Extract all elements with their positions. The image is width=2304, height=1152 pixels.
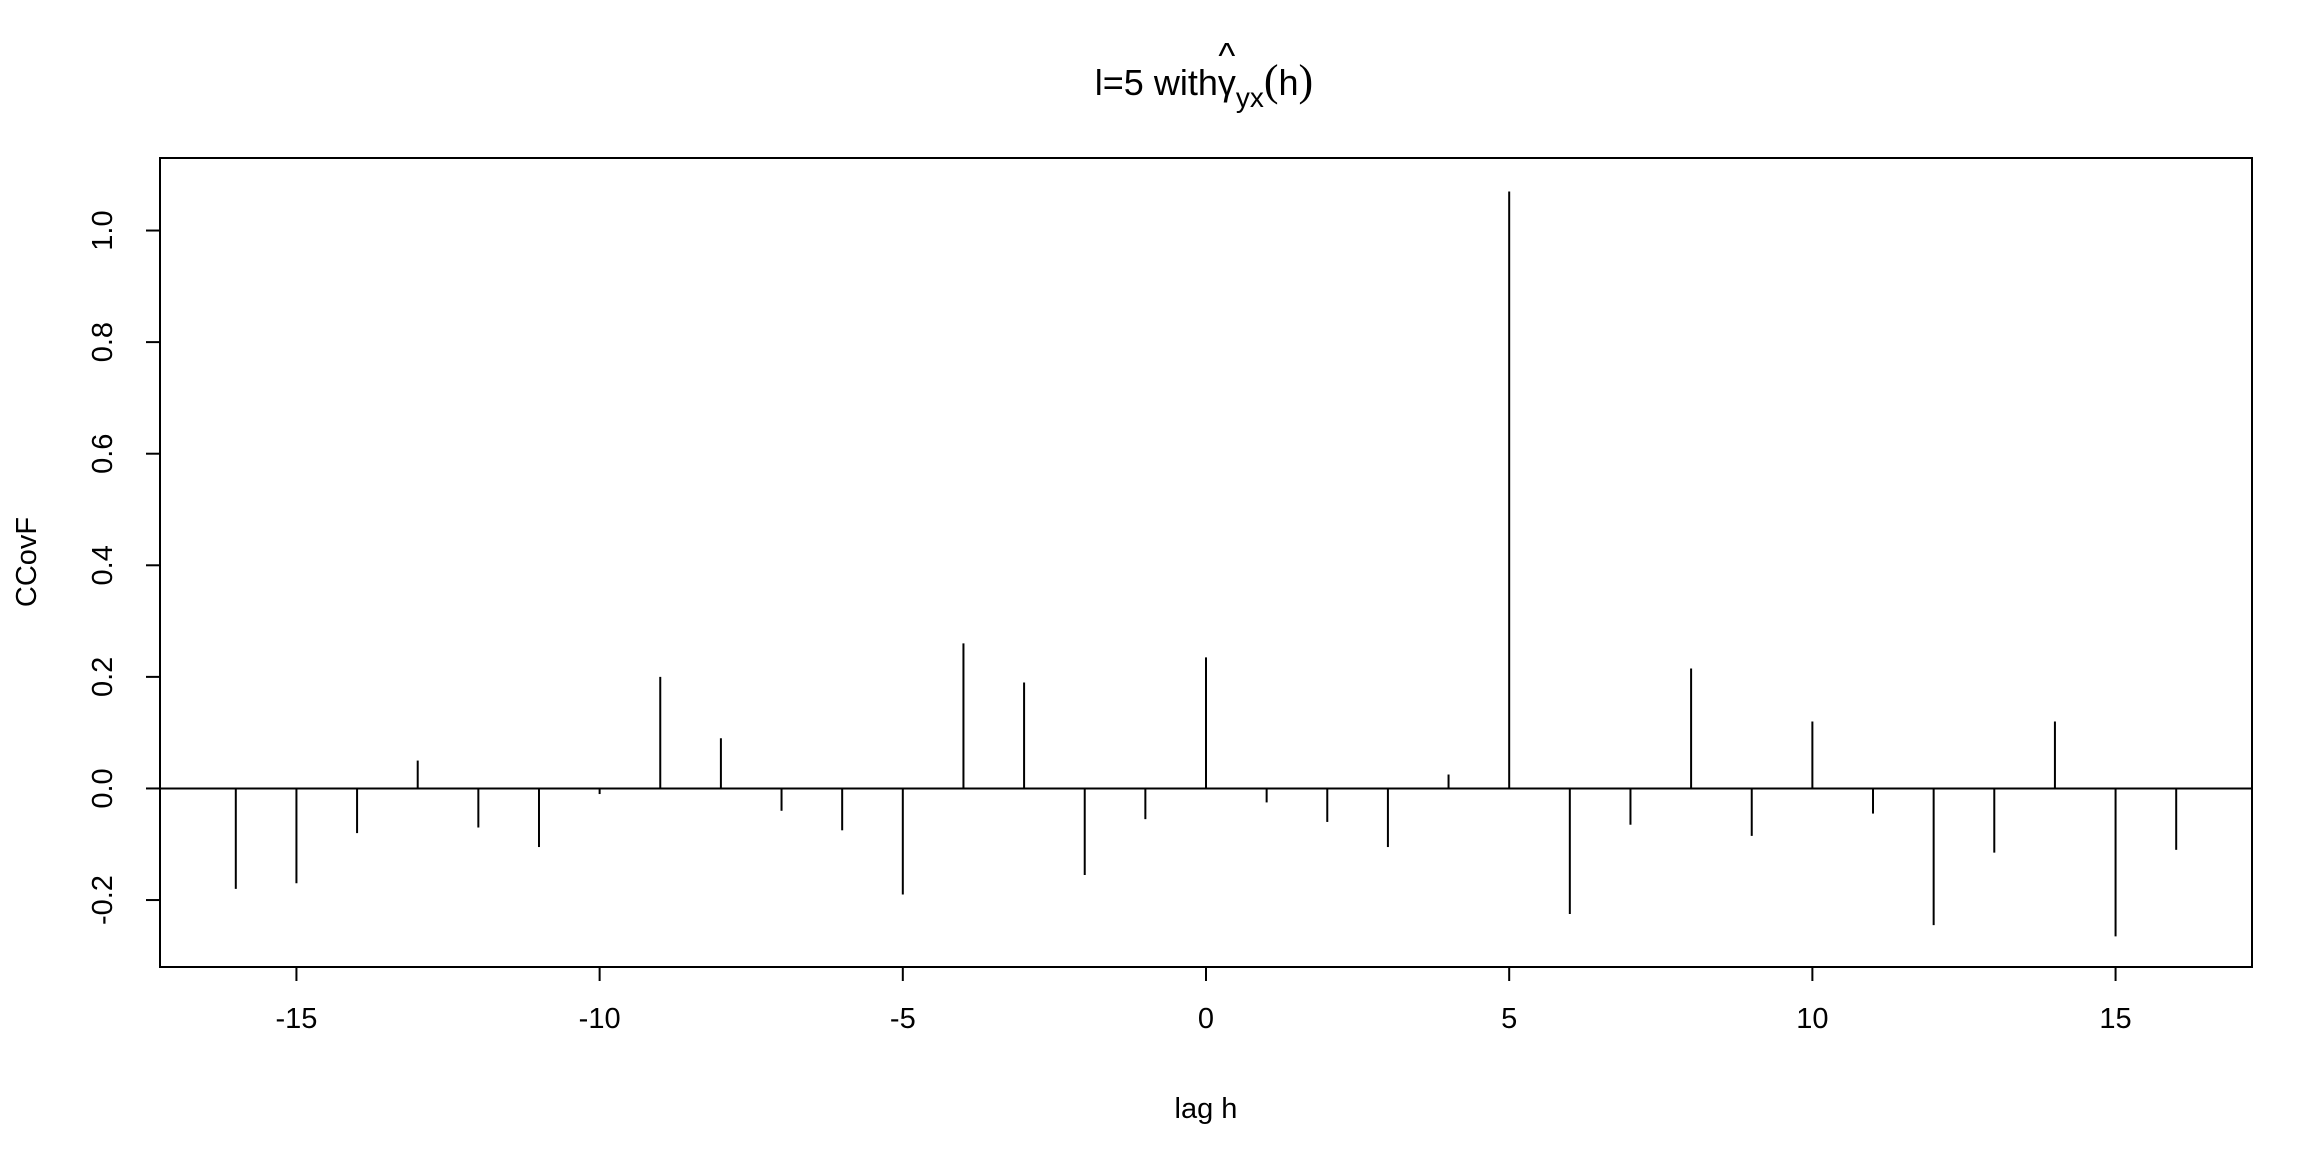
x-tick-label: -15 — [275, 1003, 317, 1035]
y-axis: -0.2 0.0 0.2 0.4 0.6 0.8 1.0 — [87, 210, 161, 925]
title-open-paren: ( — [1264, 56, 1279, 105]
x-tick-label: 10 — [1796, 1003, 1828, 1035]
title-hat: ^ — [1218, 35, 1235, 76]
x-axis-title: lag h — [1175, 1093, 1238, 1125]
y-tick-label: 0.6 — [87, 434, 119, 474]
x-tick-label: -5 — [890, 1003, 916, 1035]
title-symbol: γ — [1218, 62, 1236, 103]
y-tick-label: 1.0 — [87, 210, 119, 250]
title-close-paren: ) — [1299, 56, 1314, 105]
y-axis-title: CCovF — [11, 517, 43, 607]
y-tick-label: 0.0 — [87, 768, 119, 808]
title-prefix: l=5 with — [1095, 62, 1218, 103]
plot-frame — [159, 157, 2253, 968]
x-axis: -15 -10 -5 0 5 10 15 — [275, 966, 2132, 1035]
x-tick-label: 15 — [2099, 1003, 2131, 1035]
chart-title: l=5 withγyx(h) — [1095, 56, 1313, 113]
x-tick-label: -10 — [579, 1003, 621, 1035]
bars — [234, 191, 2178, 937]
title-subscript: yx — [1236, 82, 1264, 113]
y-tick-label: -0.2 — [87, 875, 119, 925]
y-tick-label: 0.4 — [87, 545, 119, 585]
y-tick-label: 0.8 — [87, 322, 119, 362]
title-arg: h — [1279, 62, 1299, 103]
y-tick-label: 0.2 — [87, 657, 119, 697]
x-tick-label: 5 — [1501, 1003, 1517, 1035]
x-tick-label: 0 — [1198, 1003, 1214, 1035]
